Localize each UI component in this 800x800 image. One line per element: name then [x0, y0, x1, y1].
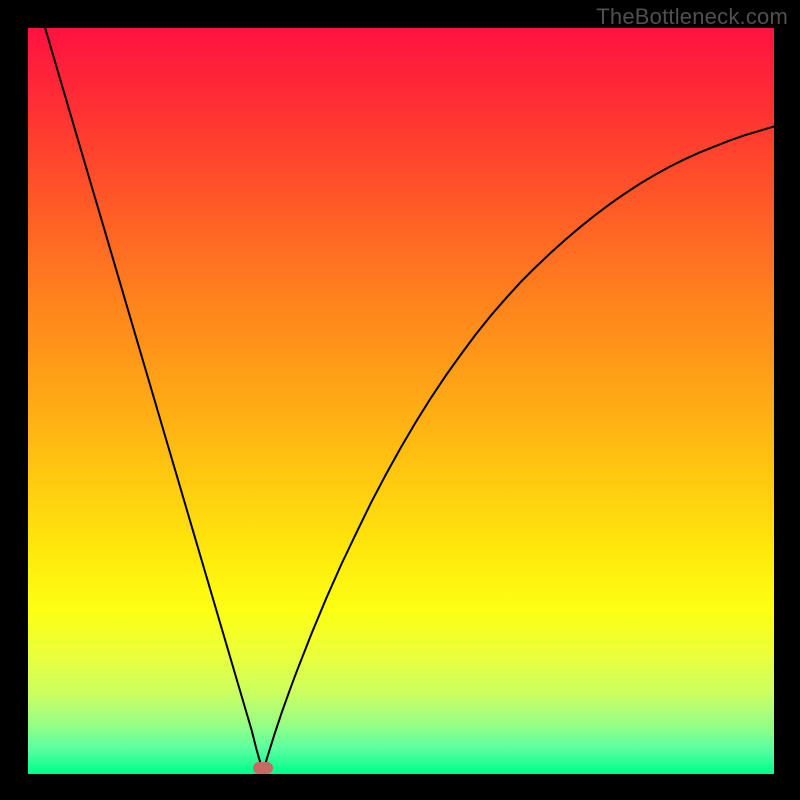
bottleneck-curve	[28, 28, 774, 774]
watermark-text: TheBottleneck.com	[596, 4, 788, 30]
optimal-point-marker	[253, 762, 273, 774]
chart-plot-area	[28, 28, 774, 774]
